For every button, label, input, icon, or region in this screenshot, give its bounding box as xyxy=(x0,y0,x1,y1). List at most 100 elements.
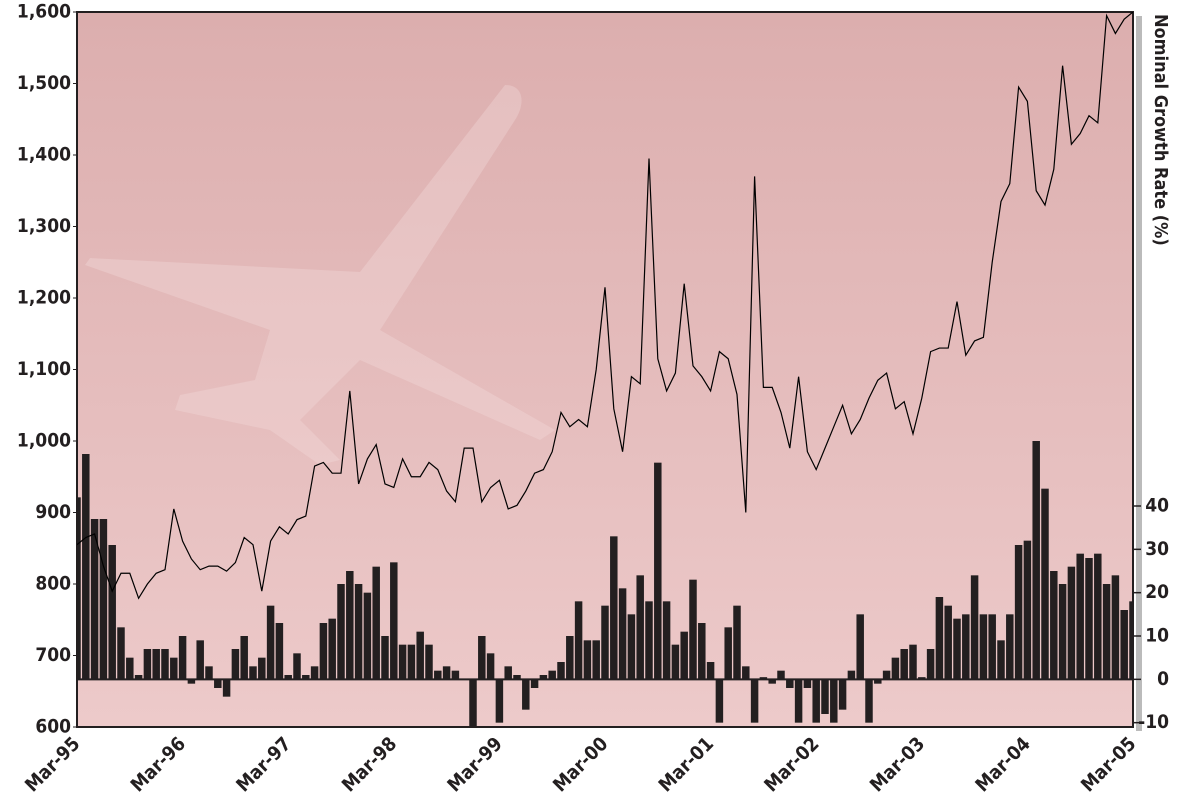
bar xyxy=(90,519,99,680)
y-tick-label: 800 xyxy=(35,573,71,595)
bar xyxy=(627,614,636,680)
x-tick-label: Mar-00 xyxy=(549,733,613,797)
bar xyxy=(724,627,732,680)
bar xyxy=(434,670,442,680)
bar xyxy=(249,666,257,680)
bar xyxy=(706,662,715,680)
bar xyxy=(310,666,319,680)
bar xyxy=(1041,488,1049,680)
bar xyxy=(1111,575,1120,680)
bar xyxy=(504,666,512,680)
bar xyxy=(636,575,644,680)
bar xyxy=(513,675,521,680)
bar xyxy=(451,670,460,680)
bar xyxy=(944,605,952,680)
bar xyxy=(337,584,345,680)
bar xyxy=(759,677,768,680)
bar xyxy=(152,649,160,680)
bar xyxy=(1076,553,1084,680)
bar xyxy=(997,640,1005,680)
bar xyxy=(425,644,433,680)
y-tick-label: 600 xyxy=(35,716,71,738)
bar xyxy=(293,653,301,680)
bar xyxy=(689,579,697,680)
bar xyxy=(874,679,882,684)
bar xyxy=(662,601,671,680)
bar xyxy=(909,644,917,680)
bar xyxy=(962,614,970,680)
bar xyxy=(416,631,424,680)
bar xyxy=(161,649,169,680)
bar xyxy=(794,679,803,723)
bar xyxy=(108,545,116,680)
bar xyxy=(398,644,407,680)
bar xyxy=(671,644,680,680)
y-tick-label: 1,000 xyxy=(17,430,71,452)
y-tick-label: 1,400 xyxy=(17,144,71,166)
bar xyxy=(363,592,372,680)
y-tick-label: 700 xyxy=(35,644,71,666)
bar xyxy=(240,636,248,680)
bar xyxy=(610,536,618,680)
bar xyxy=(847,670,856,680)
bar xyxy=(970,575,979,680)
bar xyxy=(1050,571,1058,680)
bar xyxy=(187,679,196,684)
bar xyxy=(750,679,759,723)
bar xyxy=(82,454,90,680)
y-tick-label: 1,600 xyxy=(17,1,71,23)
x-tick-label: Mar-02 xyxy=(760,733,824,797)
y-tick-label: 900 xyxy=(35,501,71,523)
y2-tick-label: 10 xyxy=(1145,625,1169,647)
bar xyxy=(583,640,592,680)
bar xyxy=(284,675,292,680)
x-tick-label: Mar-98 xyxy=(338,733,402,797)
bar xyxy=(988,614,996,680)
bar xyxy=(1067,566,1076,680)
bar xyxy=(196,640,204,680)
bar xyxy=(654,462,662,680)
bar xyxy=(170,657,178,680)
bar xyxy=(134,675,143,680)
x-tick-label: Mar-01 xyxy=(654,733,718,797)
x-tick-label: Mar-96 xyxy=(126,733,190,797)
bar xyxy=(865,679,873,723)
x-tick-label: Mar-03 xyxy=(866,733,930,797)
bar xyxy=(856,614,864,680)
bar xyxy=(557,662,565,680)
bar xyxy=(548,670,556,680)
bar xyxy=(1120,610,1128,680)
bar xyxy=(328,618,336,680)
y2-tick-label: 30 xyxy=(1145,538,1169,560)
bar xyxy=(1102,584,1111,680)
bar xyxy=(231,649,240,680)
y-tick-label: 1,500 xyxy=(17,72,71,94)
bar xyxy=(469,679,477,727)
bar xyxy=(777,670,785,680)
bar xyxy=(126,657,134,680)
bar xyxy=(926,649,935,680)
y-tick-label: 1,200 xyxy=(17,287,71,309)
bar xyxy=(478,636,486,680)
y2-tick-label: 20 xyxy=(1145,581,1169,603)
bar xyxy=(733,605,741,680)
bar xyxy=(601,605,609,680)
bar xyxy=(830,679,838,723)
bar xyxy=(99,519,108,680)
bar xyxy=(566,636,574,680)
x-tick-label: Mar-99 xyxy=(443,733,507,797)
bar xyxy=(715,679,724,723)
bar xyxy=(117,627,125,680)
bar xyxy=(1032,441,1040,680)
y2-tick-label: 40 xyxy=(1145,495,1169,517)
x-tick-label: Mar-95 xyxy=(21,733,85,797)
bar xyxy=(381,636,389,680)
x-tick-label: Mar-04 xyxy=(971,733,1035,797)
bar xyxy=(442,666,451,680)
shadow xyxy=(1136,16,1142,731)
y2-axis-title: Nominal Growth Rate (%) xyxy=(1150,14,1171,246)
line xyxy=(77,12,1133,600)
bar xyxy=(698,623,706,680)
bar xyxy=(979,614,988,680)
